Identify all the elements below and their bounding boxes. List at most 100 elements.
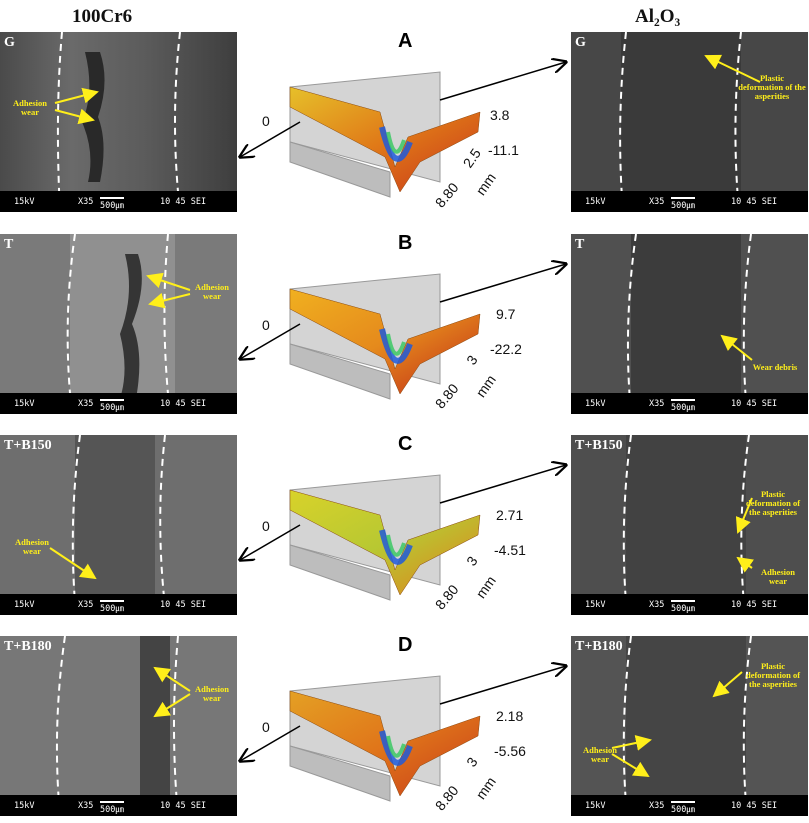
profile-depth-tick: 3 [463,352,481,368]
profile-groove-rim [386,735,406,758]
sem-info-bar: 15kV X35 500㎛ 10 45 SEI [571,393,808,414]
profile-mm-label: mm [317,152,346,178]
sem-info-bar: 15kV X35 500㎛ 10 45 SEI [0,594,237,615]
annotation: Plastic deformation of the asperities [745,661,801,689]
wd-label: 10 45 SEI [731,399,778,409]
profile-depth-unit: mm [472,169,499,199]
condition-tag: T+B150 [4,438,52,453]
kv-label: 15kV [14,801,35,811]
profile-zero-label: 0 [262,719,270,735]
profile-back-wall [289,675,441,787]
kv-label: 15kV [585,197,606,207]
sem-al2o3-G: G 15kV X35 500㎛ 10 45 SEI [571,32,808,212]
profile-groove [379,529,413,565]
sem-info-bar: 15kV X35 500㎛ 10 45 SEI [0,393,237,414]
profile-top-value: 9.7 [496,306,516,322]
wd-label: 10 45 SEI [160,399,207,409]
kv-label: 15kV [585,399,606,409]
profile-groove-rim [386,534,406,557]
scale-label: 500㎛ [671,197,695,211]
sem-info-bar: 15kV X35 500㎛ 10 45 SEI [571,594,808,615]
mag-label: X35 [649,801,665,811]
kv-label: 15kV [14,197,35,207]
profile-zero-label: 0 [262,518,270,534]
profile-bottom-value: -11.1 [488,142,519,158]
profile-zero-label: 0 [262,317,270,333]
profile-back-wall [289,474,441,586]
condition-tag: T [575,237,585,252]
wd-label: 10 45 SEI [160,801,207,811]
annotation: Plastic deformation of the asperities [738,73,806,101]
scale-label: 500㎛ [100,600,124,614]
profile-bottom-value: -4.51 [494,542,526,558]
sem-100cr6-T: T 15kV X35 500㎛ 10 45 SEI [0,234,237,414]
profile-mm-label: mm [317,757,346,783]
sem-100cr6-T-B180: T+B180 15kV X35 500㎛ 10 45 SEI [0,636,237,816]
connector-arrow-right [439,62,566,101]
profile-groove-rim [386,131,406,154]
annotation: Adhesion wear [14,537,49,556]
sem-info-bar: 15kV X35 500㎛ 10 45 SEI [571,191,808,212]
scale-label: 500㎛ [100,197,124,211]
profile-x-tick: 8.80 [431,782,462,814]
profile-surface [289,690,481,797]
scale-label: 500㎛ [100,801,124,815]
profile-bottom-value: -5.56 [494,743,526,759]
profile-bottom-value: -22.2 [490,341,522,357]
wd-label: 10 45 SEI [731,600,778,610]
profile-top-value: 2.18 [496,708,524,724]
annotation: Adhesion wear [582,745,617,764]
annotation: Adhesion wear [760,567,795,586]
panel-letter-D: D [398,634,413,656]
profile-groove [379,730,413,766]
mag-label: X35 [78,801,94,811]
annotation: Plastic deformation of the asperities [745,489,801,517]
panel-letter-C: C [398,433,413,455]
condition-tag: T [4,237,14,252]
profile-depth-unit: mm [472,371,499,401]
mag-label: X35 [78,600,94,610]
profile-depth-tick: 2.5 [459,145,484,171]
profile-groove [379,328,413,364]
profile-back-wall [289,71,441,183]
connector-arrow-left [240,323,301,359]
sem-info-bar: 15kV X35 500㎛ 10 45 SEI [0,191,237,212]
annotation: Wear debris [752,362,798,372]
left-column-header: 100Cr6 [72,6,133,27]
wd-label: 10 45 SEI [731,801,778,811]
condition-tag: T+B180 [4,639,52,654]
sem-al2o3-T: T 15kV X35 500㎛ 10 45 SEI [571,234,808,414]
kv-label: 15kV [585,600,606,610]
profile-mm-label: mm [317,556,346,582]
connector-arrow-left [240,121,301,157]
profile-top-value: 3.8 [490,107,510,123]
annotation: Adhesion wear [194,684,229,703]
wd-label: 10 45 SEI [731,197,778,207]
condition-tag: T+B180 [575,639,623,654]
panel-letter-A: A [398,30,413,52]
condition-tag: G [575,35,586,50]
profile-depth-tick: 3 [463,553,481,569]
scale-label: 500㎛ [671,801,695,815]
profile-x-tick: 8.80 [431,179,462,211]
scale-label: 500㎛ [671,600,695,614]
profile-surface [289,86,481,193]
kv-label: 15kV [14,399,35,409]
profile-groove-rim [386,333,406,356]
connector-arrow-left [240,725,301,761]
sem-info-bar: 15kV X35 500㎛ 10 45 SEI [571,795,808,816]
mag-label: X35 [649,197,665,207]
wd-label: 10 45 SEI [160,197,207,207]
sem-100cr6-G: G 15kV X35 500㎛ 10 45 SEI [0,32,237,212]
mag-label: X35 [78,197,94,207]
kv-label: 15kV [585,801,606,811]
mag-label: X35 [649,399,665,409]
profile-depth-tick: 3 [463,754,481,770]
scale-label: 500㎛ [100,399,124,413]
profile-depth-unit: mm [472,572,499,602]
profile-x-tick: 8.80 [431,581,462,613]
profile-x-tick: 8.80 [431,380,462,412]
profile-surface [289,288,481,395]
annotation: Adhesion wear [194,282,229,301]
profile-groove [379,126,413,162]
